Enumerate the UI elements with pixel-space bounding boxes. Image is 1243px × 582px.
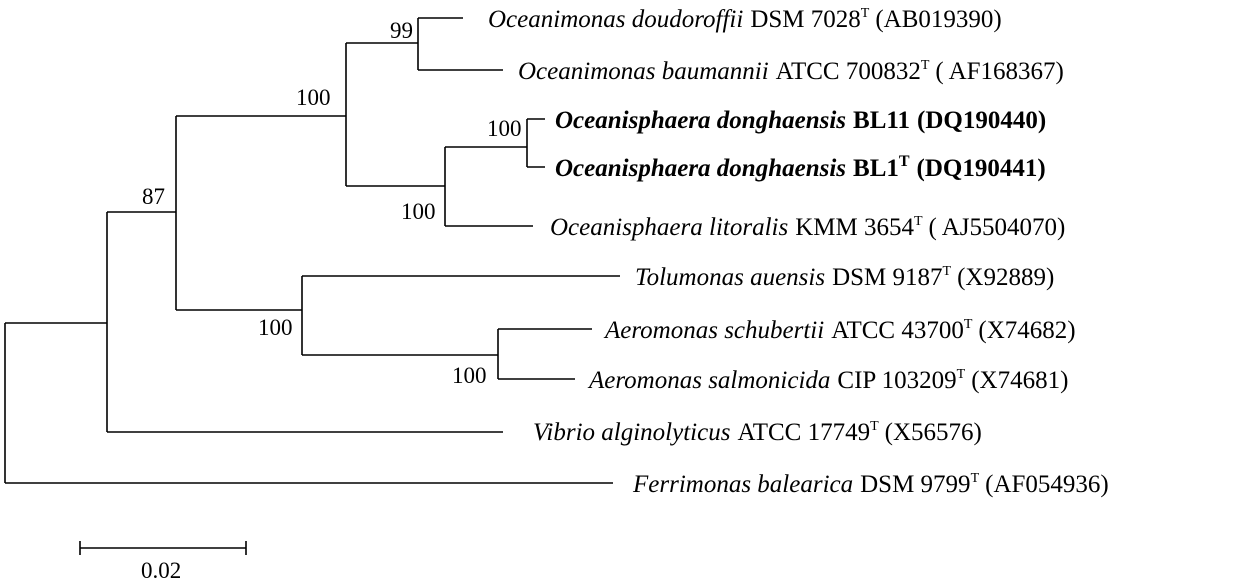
bootstrap-labels: 99 100 100 100 87 100 100 [142, 18, 522, 388]
bootstrap-label: 100 [401, 199, 436, 224]
taxon-label: Tolumonas auensis DSM 9187T (X92889) [635, 264, 1054, 291]
scale-bar: 0.02 [79, 541, 247, 582]
taxon-label: Oceanisphaera donghaensis BL1T (DQ190441) [555, 153, 1046, 182]
scale-bar-label: 0.02 [141, 558, 181, 582]
bootstrap-label: 87 [142, 184, 165, 209]
taxon-label: Oceanimonas doudoroffii DSM 7028T (AB01939… [488, 6, 1002, 33]
taxon-label: Aeromonas salmonicida CIP 103209T (X74681) [587, 367, 1068, 394]
taxon-labels: Oceanimonas doudoroffii DSM 7028T (AB01939… [488, 6, 1109, 498]
bootstrap-label: 100 [452, 363, 487, 388]
taxon-label: Oceanisphaera donghaensis BL11 (DQ190440) [555, 107, 1046, 134]
taxon-label: Vibrio alginolyticus ATCC 17749T (X56576) [533, 419, 982, 446]
bootstrap-label: 99 [390, 18, 413, 43]
tree-branches [4, 17, 620, 484]
taxon-label: Aeromonas schubertii ATCC 43700T (X74682) [603, 317, 1076, 344]
bootstrap-label: 100 [487, 116, 522, 141]
taxon-label: Ferrimonas balearica DSM 9799T (AF054936) [632, 471, 1109, 498]
taxon-label: Oceanisphaera litoralis KMM 3654T( AJ5504… [550, 214, 1065, 241]
bootstrap-label: 100 [258, 315, 293, 340]
bootstrap-label: 100 [296, 85, 331, 110]
taxon-label: Oceanimonas baumannii ATCC 700832T( AF168… [518, 58, 1064, 85]
